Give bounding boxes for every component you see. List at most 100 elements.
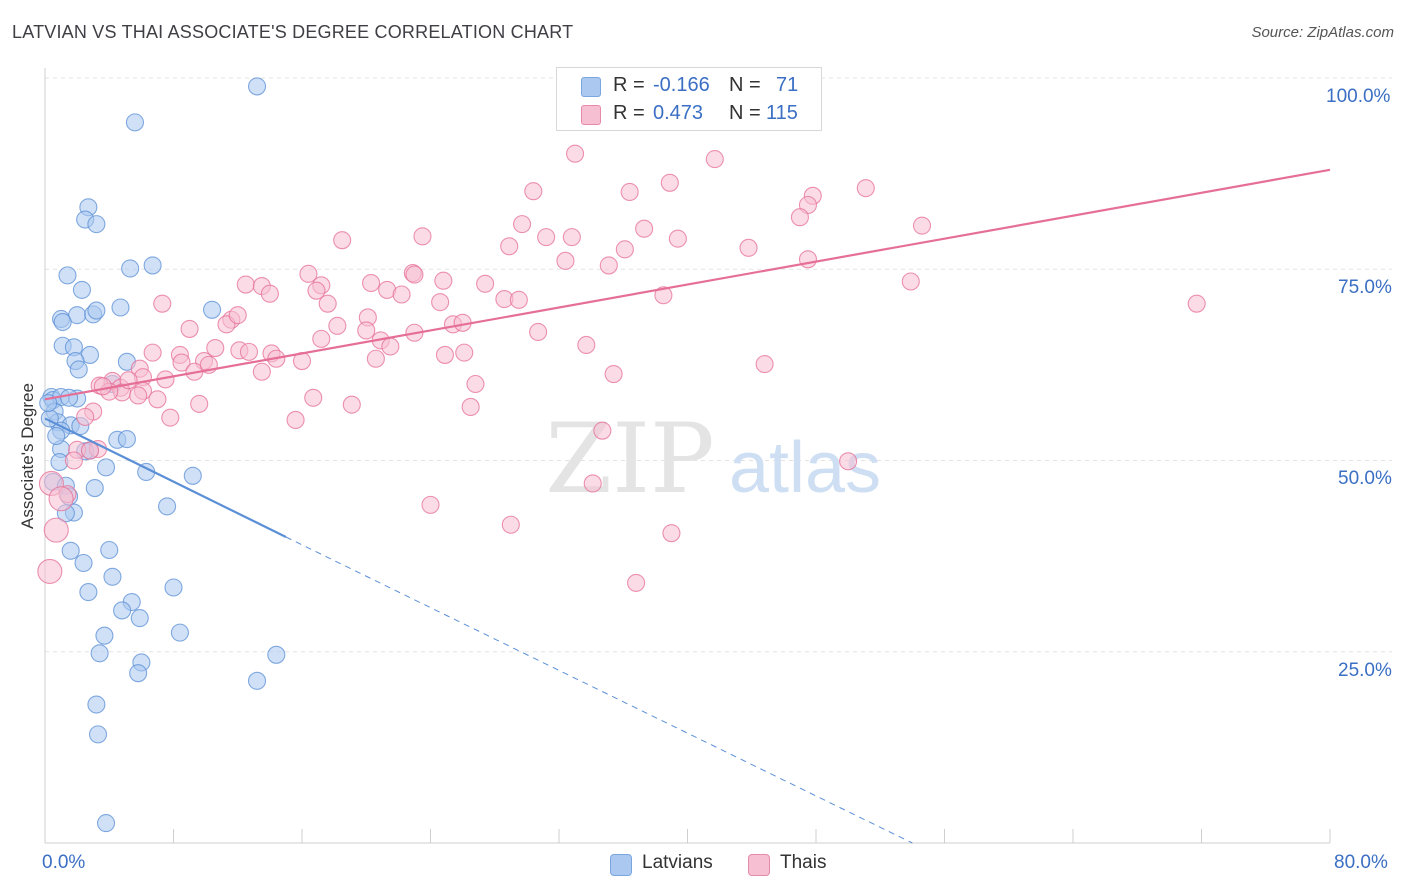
thai-point	[299, 264, 318, 283]
bottom-legend-swatch-thais	[748, 854, 770, 876]
thai-point	[413, 227, 432, 246]
latvian-point	[87, 215, 106, 234]
latvian-point	[87, 695, 106, 714]
latvian-point	[247, 77, 267, 96]
thai-point	[153, 294, 172, 313]
thai-point	[476, 274, 495, 293]
latvian-point	[87, 301, 106, 320]
thai-point	[206, 338, 225, 358]
data-points	[37, 77, 1206, 833]
thai-point	[252, 362, 271, 381]
latvian-point	[121, 259, 140, 278]
latvian-point	[125, 113, 144, 132]
latvian-trend-extension	[285, 536, 913, 844]
thai-point	[604, 365, 623, 384]
thai-point	[566, 144, 585, 163]
thai-point	[660, 173, 679, 192]
thai-point	[228, 306, 247, 325]
latvian-point	[129, 664, 148, 683]
latvian-trend-line	[44, 417, 287, 538]
latvian-point	[247, 671, 267, 690]
thai-point	[431, 293, 450, 312]
bottom-legend-label-latvians: Latvians	[642, 852, 713, 873]
thai-point	[1187, 294, 1206, 313]
thai-point	[537, 228, 556, 247]
thai-point	[739, 238, 758, 257]
thai-point	[239, 342, 259, 361]
thai-point	[421, 495, 440, 514]
latvian-point	[103, 567, 122, 586]
watermark-zip: ZIP	[545, 403, 714, 515]
thai-point	[524, 182, 543, 201]
thai-point	[562, 228, 581, 247]
latvian-point	[96, 458, 116, 477]
thai-point	[466, 374, 485, 394]
thai-point	[839, 452, 858, 471]
legend-r-label: R =	[613, 102, 645, 124]
thai-point	[161, 408, 180, 427]
legend-r-value: 0.473	[653, 102, 704, 124]
thai-point	[172, 353, 191, 372]
legend-n-label: N =	[729, 74, 761, 96]
thai-point	[635, 219, 654, 238]
thai-point	[755, 355, 774, 374]
thai-point	[556, 251, 575, 270]
thai-point	[501, 515, 520, 534]
latvian-point	[100, 540, 119, 560]
thai-point	[286, 410, 305, 430]
y-tick-100: 100.0%	[1326, 86, 1391, 107]
thai-point	[513, 215, 532, 234]
thai-point	[654, 286, 673, 305]
thai-point	[381, 337, 400, 356]
trend-lines	[44, 168, 1331, 844]
latvian-point	[58, 266, 77, 285]
thai-point	[583, 474, 602, 493]
thai-point	[143, 343, 162, 362]
latvian-point	[53, 312, 72, 332]
thai-point	[620, 182, 639, 202]
thai-point	[668, 229, 687, 248]
thai-point	[362, 273, 381, 293]
y-tick-25: 25.0%	[1338, 660, 1392, 681]
legend-row-thais: R = 0.473 N = 115	[557, 100, 821, 128]
thai-point	[190, 394, 209, 413]
latvian-point	[130, 609, 149, 628]
thai-point	[705, 150, 724, 169]
thai-point	[461, 397, 480, 417]
legend-swatch-thais	[581, 105, 601, 125]
legend-n-label: N =	[729, 102, 761, 124]
thai-point	[180, 319, 199, 338]
thai-point	[328, 316, 347, 335]
source-credit: Source: ZipAtlas.com	[1251, 24, 1394, 41]
latvian-point	[88, 725, 108, 744]
thai-point	[912, 216, 932, 235]
watermark: ZIP atlas	[545, 403, 881, 515]
thai-trend-line	[44, 168, 1331, 401]
bottom-legend-swatch-latvians	[610, 854, 632, 876]
latvian-point	[96, 814, 116, 833]
thai-point	[129, 386, 148, 405]
thai-point	[434, 271, 453, 290]
thai-point	[615, 240, 634, 259]
legend-row-latvians: R = -0.166 N = 71	[557, 72, 821, 100]
thai-point	[529, 322, 548, 342]
latvian-point	[113, 601, 132, 620]
latvian-point	[74, 553, 93, 573]
latvian-point	[61, 541, 80, 560]
thai-point	[662, 524, 681, 543]
legend-r-value: -0.166	[653, 74, 710, 96]
latvian-point	[170, 623, 189, 642]
thai-point	[901, 272, 920, 291]
legend-n-value: 115	[766, 102, 798, 124]
thai-point	[48, 486, 74, 512]
latvian-point	[183, 466, 202, 485]
latvian-point	[164, 578, 183, 597]
thai-point	[593, 421, 612, 440]
latvian-point	[143, 256, 162, 275]
y-tick-50: 50.0%	[1338, 468, 1392, 489]
thai-point	[148, 390, 167, 409]
thai-point	[80, 441, 100, 460]
thai-point	[627, 573, 646, 592]
stats-legend: R = -0.166 N = 71 R = 0.473 N = 115	[556, 67, 822, 131]
